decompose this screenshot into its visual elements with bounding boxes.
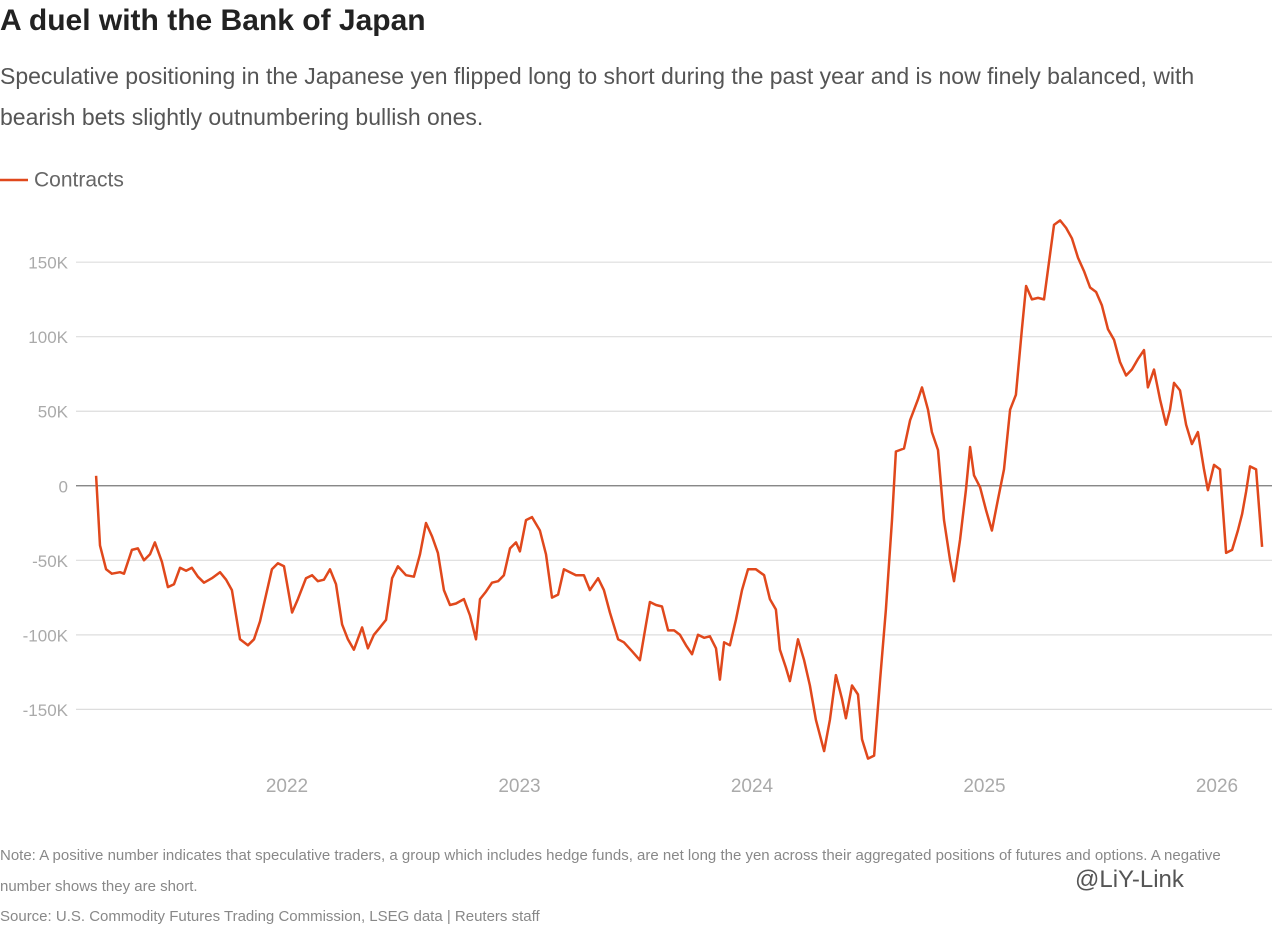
data-line xyxy=(94,219,1264,760)
y-tick-label: 100K xyxy=(28,328,68,347)
source: Source: U.S. Commodity Futures Trading C… xyxy=(0,908,540,925)
chart: Contracts 150K 100K 50K 0 -50K -100K -150K 2022… xyxy=(0,169,1272,797)
y-tick-label: 0 xyxy=(59,477,68,496)
chart-title: A duel with the Bank of Japan xyxy=(0,4,426,37)
watermark: @LiY-Link xyxy=(1075,866,1184,893)
x-tick-label: 2026 xyxy=(1196,776,1238,797)
y-tick-label: 150K xyxy=(28,254,68,273)
note: Note: A positive number indicates that s… xyxy=(0,847,1221,895)
y-tick-label: -50K xyxy=(32,552,69,571)
legend-label: Contracts xyxy=(34,169,124,192)
y-tick-label: 50K xyxy=(38,403,69,422)
chart-subtitle: Speculative positioning in the Japanese … xyxy=(0,63,1195,130)
x-tick-label: 2022 xyxy=(266,776,308,797)
y-tick-label: -100K xyxy=(23,626,69,645)
x-tick-label: 2024 xyxy=(731,776,774,797)
x-tick-label: 2023 xyxy=(498,776,540,797)
y-tick-label: -150K xyxy=(23,701,69,720)
x-tick-label: 2025 xyxy=(963,776,1005,797)
